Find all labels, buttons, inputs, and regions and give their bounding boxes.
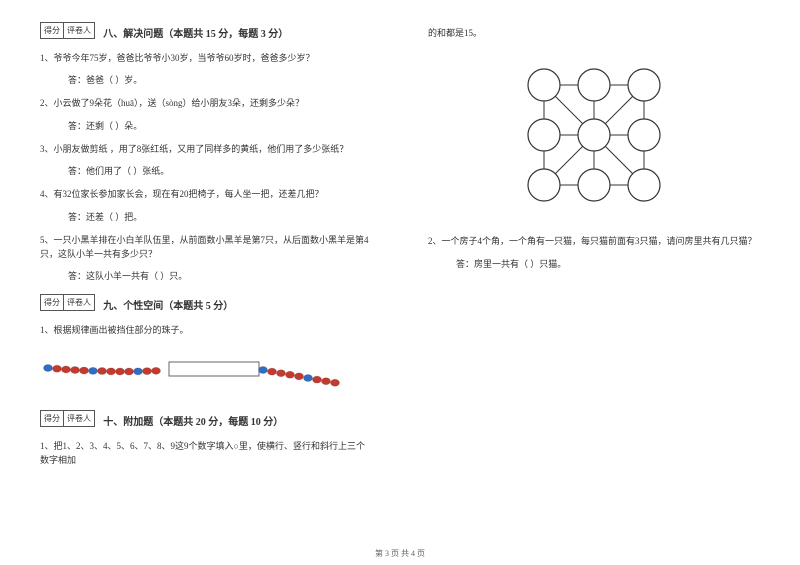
section-8-head: 得分 评卷人 八、解决问题（本题共 15 分，每题 3 分）: [40, 22, 372, 43]
q8-1: 1、爷爷今年75岁，爸爸比爷爷小30岁，当爷爷60岁时，爸爸多少岁？: [40, 51, 372, 65]
section-9-head: 得分 评卷人 九、个性空间（本题共 5 分）: [40, 294, 372, 315]
q8-3: 3、小朋友做剪纸 ，用了8张红纸，又用了同样多的黄纸，他们用了多少张纸？: [40, 142, 372, 156]
q10-2: 2、一个房子4个角，一个角有一只猫，每只猫前面有3只猫，请问房里共有几只猫？: [428, 234, 760, 248]
section-10-head: 得分 评卷人 十、附加题（本题共 20 分，每题 10 分）: [40, 410, 372, 431]
section-10-title: 十、附加题（本题共 20 分，每题 10 分）: [103, 413, 283, 428]
q10-1-cont: 的和都是15。: [428, 26, 760, 40]
section-8-title: 八、解决问题（本题共 15 分，每题 3 分）: [103, 25, 288, 40]
q8-1-ans: 答：爸爸（ ）岁。: [68, 73, 372, 86]
score-label: 得分: [41, 295, 64, 310]
magic-square-diagram: [509, 50, 679, 220]
q8-3-ans: 答：他们用了（ ）张纸。: [68, 164, 372, 177]
left-column: 得分 评卷人 八、解决问题（本题共 15 分，每题 3 分） 1、爷爷今年75岁…: [0, 0, 400, 565]
q8-2: 2、小云做了9朵花（huā），送（sòng）给小朋友3朵，还剩多少朵？: [40, 96, 372, 110]
q8-4-ans: 答：还差（ ）把。: [68, 210, 372, 223]
q9-1: 1、根据规律画出被挡住部分的珠子。: [40, 323, 372, 337]
score-label: 得分: [41, 411, 64, 426]
q8-5-ans: 答：这队小羊一共有（ ）只。: [68, 269, 372, 282]
section-9-title: 九、个性空间（本题共 5 分）: [103, 297, 233, 312]
grader-label: 评卷人: [64, 23, 94, 38]
score-label: 得分: [41, 23, 64, 38]
q10-1: 1、把1、2、3、4、5、6、7、8、9这9个数字填入○里，使横行、竖行和斜行上…: [40, 439, 372, 468]
score-box: 得分 评卷人: [40, 22, 95, 39]
q8-5: 5、一只小黑羊排在小白羊队伍里，从前面数小黑羊是第7只，从后面数小黑羊是第4只，…: [40, 233, 372, 262]
score-box: 得分 评卷人: [40, 294, 95, 311]
q10-2-ans: 答：房里一共有（ ）只猫。: [456, 257, 760, 270]
score-box: 得分 评卷人: [40, 410, 95, 427]
q8-2-ans: 答：还剩（ ）朵。: [68, 119, 372, 132]
q8-4: 4、有32位家长参加家长会，现在有20把椅子，每人坐一把，还差几把？: [40, 187, 372, 201]
right-column: 的和都是15。 2、一个房子4个角，一个角有一只猫，每只猫前面有3只猫，请问房里…: [400, 0, 800, 565]
grader-label: 评卷人: [64, 295, 94, 310]
beads-diagram: [40, 346, 360, 396]
grader-label: 评卷人: [64, 411, 94, 426]
page-footer: 第 3 页 共 4 页: [0, 548, 800, 559]
